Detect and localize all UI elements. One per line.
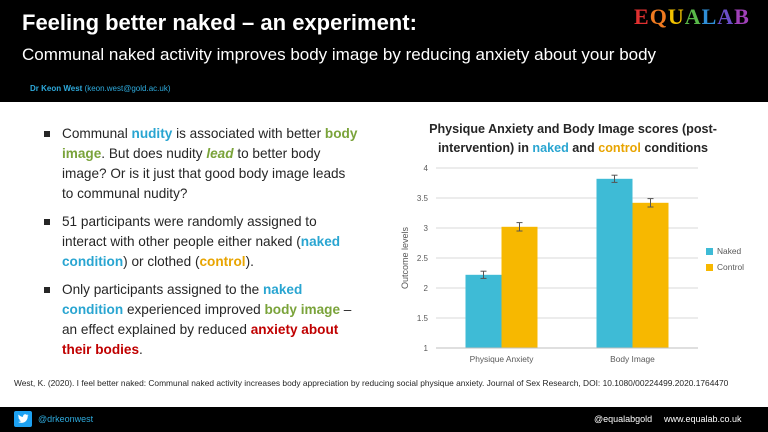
bullet-text-segment: – an effect explained by reduced xyxy=(62,302,352,337)
legend-swatch xyxy=(706,248,713,255)
chart-panel: Physique Anxiety and Body Image scores (… xyxy=(392,118,754,376)
logo-letter: Q xyxy=(649,4,668,29)
bullet-text-segment: Only participants assigned to the xyxy=(62,282,263,297)
bullet-item: 51 participants were randomly assigned t… xyxy=(40,212,360,272)
bar xyxy=(596,178,633,348)
chart-title: Physique Anxiety and Body Image scores (… xyxy=(392,120,754,158)
bullet-text-segment: 51 participants were randomly assigned t… xyxy=(62,214,317,249)
bar xyxy=(501,226,538,348)
bullet-text-segment: body image xyxy=(62,126,358,161)
y-tick-label: 2 xyxy=(424,284,429,293)
bullet-text-segment: Communal xyxy=(62,126,132,141)
logo-letter: U xyxy=(667,4,685,29)
bullet-text-segment: experienced improved xyxy=(123,302,265,317)
legend-label: Naked xyxy=(717,246,742,256)
bullet-text-segment: naked condition xyxy=(62,234,341,269)
footer-handle[interactable]: @equalabgold xyxy=(594,414,653,424)
y-tick-label: 1 xyxy=(424,344,429,353)
author-name: Dr Keon West xyxy=(30,84,83,93)
logo-letter: L xyxy=(701,4,718,29)
chart-title-text-segment: conditions xyxy=(640,141,709,155)
chart-title-text-segment: naked xyxy=(532,141,569,155)
bullet-text-segment: naked condition xyxy=(62,282,303,317)
slide-title: Feeling better naked – an experiment: xyxy=(22,10,417,35)
author-credit: Dr Keon West (keon.west@gold.ac.uk) xyxy=(30,84,170,93)
bullet-text-segment: lead xyxy=(206,146,234,161)
y-axis-label: Outcome levels xyxy=(400,226,410,289)
bullet-text-segment: is associated with better xyxy=(172,126,325,141)
bar xyxy=(632,202,669,348)
bullet-text-segment: control xyxy=(199,254,246,269)
bullet-text-segment: to better body image? Or is it just that… xyxy=(62,146,346,201)
bullet-text-segment: . xyxy=(139,342,143,357)
twitter-icon xyxy=(14,411,32,427)
y-tick-label: 4 xyxy=(424,164,429,173)
chart-title-text-segment: and xyxy=(568,141,599,155)
equalab-logo: EQUALAB xyxy=(634,4,750,30)
bullet-text-segment: ) or clothed ( xyxy=(123,254,200,269)
reference-text: West, K. (2020). I feel better naked: Co… xyxy=(14,378,729,388)
bullet-item: Communal nudity is associated with bette… xyxy=(40,124,360,204)
legend-swatch xyxy=(706,264,713,271)
y-tick-label: 1.5 xyxy=(417,314,429,323)
bullet-text-segment: . But does nudity xyxy=(101,146,207,161)
logo-letter: A xyxy=(684,4,702,29)
x-tick-label: Body Image xyxy=(610,354,655,364)
footer-bar: @drkeonwest @equalabgold www.equalab.co.… xyxy=(0,407,768,432)
bullet-text-segment: ). xyxy=(245,254,254,269)
bar xyxy=(465,274,502,348)
slide-subtitle: Communal naked activity improves body im… xyxy=(22,45,657,64)
y-tick-label: 2.5 xyxy=(417,254,429,263)
logo-letter: E xyxy=(634,4,650,29)
logo-letter: B xyxy=(734,4,750,29)
bullet-text-segment: body image xyxy=(264,302,341,317)
bullet-list: Communal nudity is associated with bette… xyxy=(40,124,360,368)
footer-website[interactable]: www.equalab.co.uk xyxy=(664,414,742,424)
bullet-text-segment: nudity xyxy=(131,126,173,141)
bar-chart: 1 1.5 2 2.5 3 3.5 4 Outcome levels Physique Anxi… xyxy=(400,164,744,364)
x-tick-label: Physique Anxiety xyxy=(470,354,535,364)
logo-letter: A xyxy=(717,4,735,29)
y-tick-label: 3 xyxy=(424,224,429,233)
twitter-handle[interactable]: @drkeonwest xyxy=(38,414,94,424)
header-bar: Feeling better naked – an experiment: Co… xyxy=(0,0,768,102)
chart-title-text-segment: control xyxy=(598,141,641,155)
chart-title-text-segment: Physique Anxiety and Body Image scores (… xyxy=(429,122,717,155)
legend-label: Control xyxy=(717,262,744,272)
author-email: (keon.west@gold.ac.uk) xyxy=(84,84,171,93)
bullet-item: Only participants assigned to the naked … xyxy=(40,280,360,360)
y-tick-label: 3.5 xyxy=(417,194,429,203)
bullet-text-segment: anxiety about their bodies xyxy=(62,322,339,357)
